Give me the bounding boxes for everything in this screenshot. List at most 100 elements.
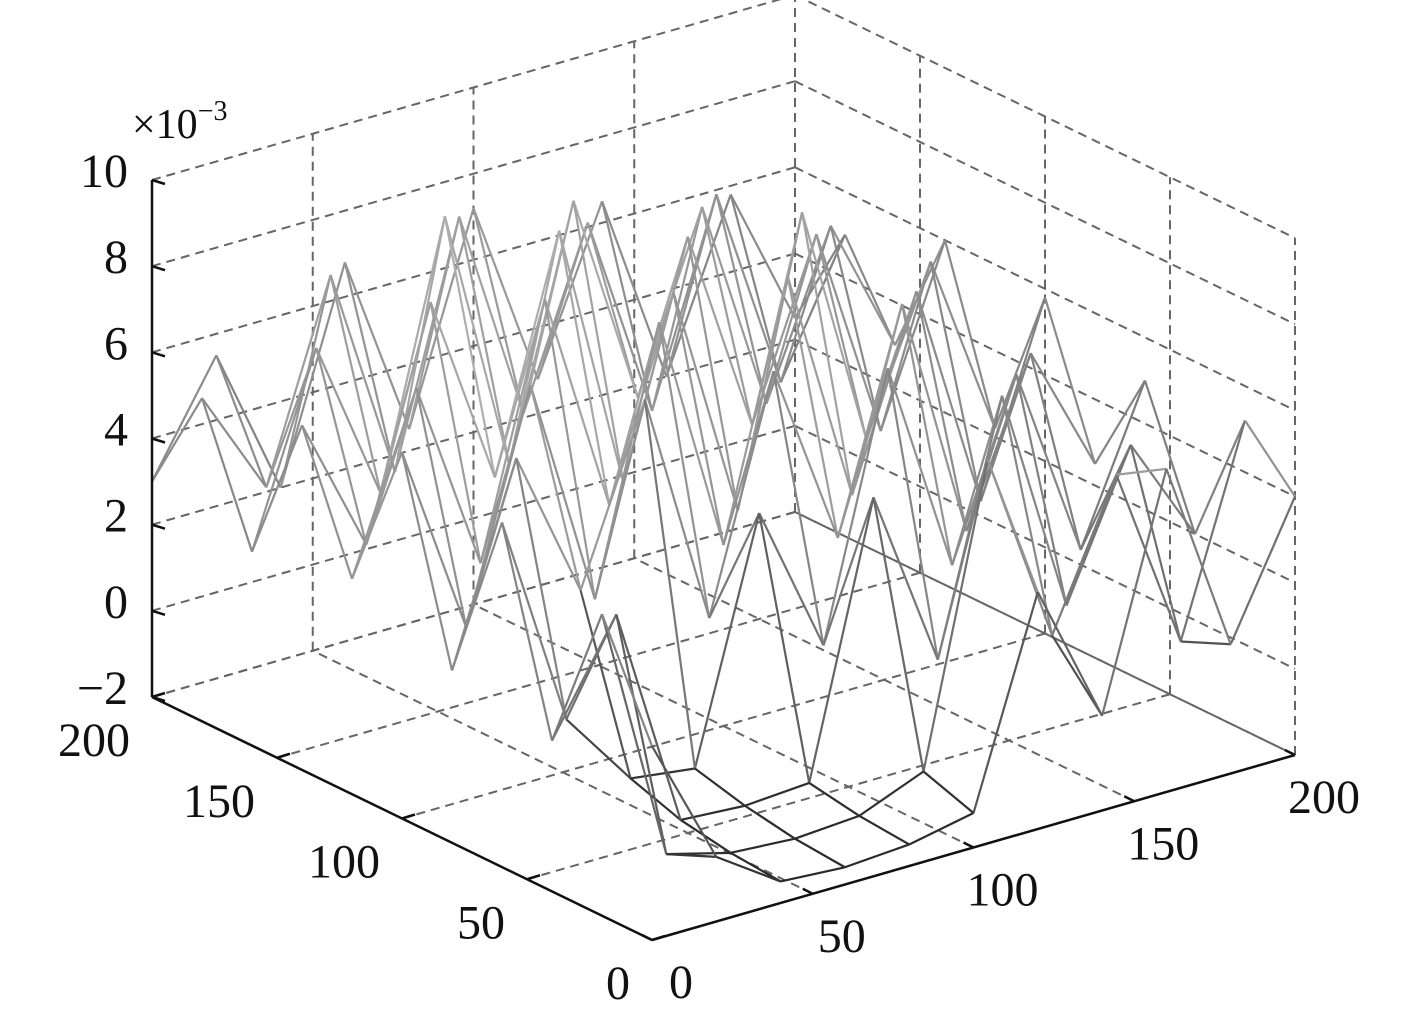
mesh-edge — [600, 613, 668, 855]
mesh-edge — [901, 303, 954, 566]
mesh-edge — [215, 354, 282, 489]
mesh-edge — [701, 206, 768, 405]
mesh-edge — [572, 200, 625, 484]
mesh-edge — [1143, 380, 1197, 535]
mesh-edge — [801, 212, 868, 440]
mesh-edge — [794, 837, 846, 869]
mesh-edge — [786, 276, 839, 539]
grid-line — [794, 424, 1296, 670]
mesh-edge — [815, 233, 882, 432]
mesh-edge — [701, 206, 754, 426]
x-tick — [802, 887, 814, 895]
y-tick — [276, 752, 291, 759]
z-tick-label: 2 — [104, 490, 128, 543]
mesh-edge — [886, 368, 939, 660]
mesh-edge — [729, 193, 796, 319]
mesh-edge — [408, 207, 475, 430]
mesh-edge — [786, 276, 854, 496]
grid-line — [151, 0, 782, 181]
mesh-edge — [550, 613, 604, 742]
z-tick — [151, 351, 166, 358]
x-tick-label: 100 — [967, 864, 1039, 917]
mesh-edge — [672, 292, 739, 512]
mesh-edge — [744, 781, 810, 807]
mesh-edge — [779, 234, 847, 383]
mesh-edge — [600, 613, 654, 747]
mesh-edge — [708, 370, 775, 619]
grid-line — [794, 511, 1296, 756]
mesh-edge — [822, 496, 875, 646]
mesh-edge — [443, 215, 496, 478]
mesh-edge — [586, 222, 639, 398]
z-multiplier-base: ×10 — [132, 102, 198, 148]
mesh-edge — [1193, 420, 1247, 535]
mesh-edge — [666, 853, 717, 858]
z-tick-label: 4 — [104, 404, 128, 457]
y-tick-label: 50 — [457, 896, 505, 949]
mesh-edge — [429, 301, 482, 564]
mesh-edge — [529, 384, 582, 591]
mesh-edge — [1029, 352, 1082, 551]
grid-line — [794, 338, 1296, 584]
mesh — [151, 193, 1297, 883]
mesh-edge — [744, 804, 796, 840]
mesh-edge — [429, 301, 496, 478]
mesh-edge — [543, 299, 596, 600]
mesh-edge — [643, 399, 696, 769]
mesh-edge — [929, 261, 997, 429]
z-tick-label: 0 — [104, 576, 128, 629]
mesh-edge — [393, 216, 461, 473]
mesh-edge — [558, 230, 611, 505]
mesh-edge — [658, 322, 711, 619]
mesh-edge — [608, 321, 661, 506]
y-tick — [151, 691, 166, 699]
mesh-edge — [680, 804, 746, 822]
z-multiplier: ×10−3 — [132, 96, 227, 147]
mesh-edge — [1079, 380, 1147, 551]
mesh-edge — [780, 866, 846, 883]
mesh-edge — [300, 424, 354, 580]
mesh-edge — [579, 590, 632, 779]
mesh-edge — [1165, 468, 1232, 645]
mesh-edge — [1129, 444, 1182, 642]
mesh-edge — [586, 222, 654, 412]
z-tick-label: −2 — [77, 662, 128, 715]
mesh-edge — [915, 291, 968, 532]
mesh-edge — [651, 745, 718, 858]
mesh-edge — [936, 459, 989, 661]
z-tick-label: 8 — [104, 231, 128, 284]
mesh-edge — [879, 261, 932, 432]
grid — [151, 0, 1296, 941]
mesh-edge — [343, 262, 396, 473]
grid-line — [151, 424, 796, 612]
y-tick-label: 150 — [183, 775, 255, 828]
mesh-edge — [972, 591, 1039, 814]
mesh-edge — [301, 424, 368, 546]
mesh-edge — [522, 222, 589, 414]
mesh-edge — [815, 233, 868, 440]
mesh-edge — [1001, 395, 1054, 636]
mesh-edge — [458, 216, 525, 414]
mesh-edge — [1043, 297, 1097, 465]
mesh-edge — [558, 230, 625, 484]
mesh-edge — [686, 236, 739, 512]
mesh-edge — [929, 261, 982, 502]
mesh-edge — [151, 397, 203, 483]
x-tick-label: 50 — [818, 910, 866, 963]
z-tick — [151, 523, 166, 530]
mesh-edge — [858, 814, 910, 846]
mesh-edge — [836, 368, 889, 539]
mesh-edge — [201, 397, 268, 489]
mesh-edge — [415, 387, 482, 564]
mesh-edge — [1001, 395, 1068, 606]
mesh-edge — [400, 452, 454, 671]
mesh-edge — [458, 216, 511, 466]
mesh-edge — [643, 399, 711, 619]
mesh-edge — [915, 291, 982, 502]
mesh-edge — [922, 770, 975, 814]
mesh-edge — [343, 261, 411, 430]
x-tick-label: 150 — [1127, 817, 1199, 870]
